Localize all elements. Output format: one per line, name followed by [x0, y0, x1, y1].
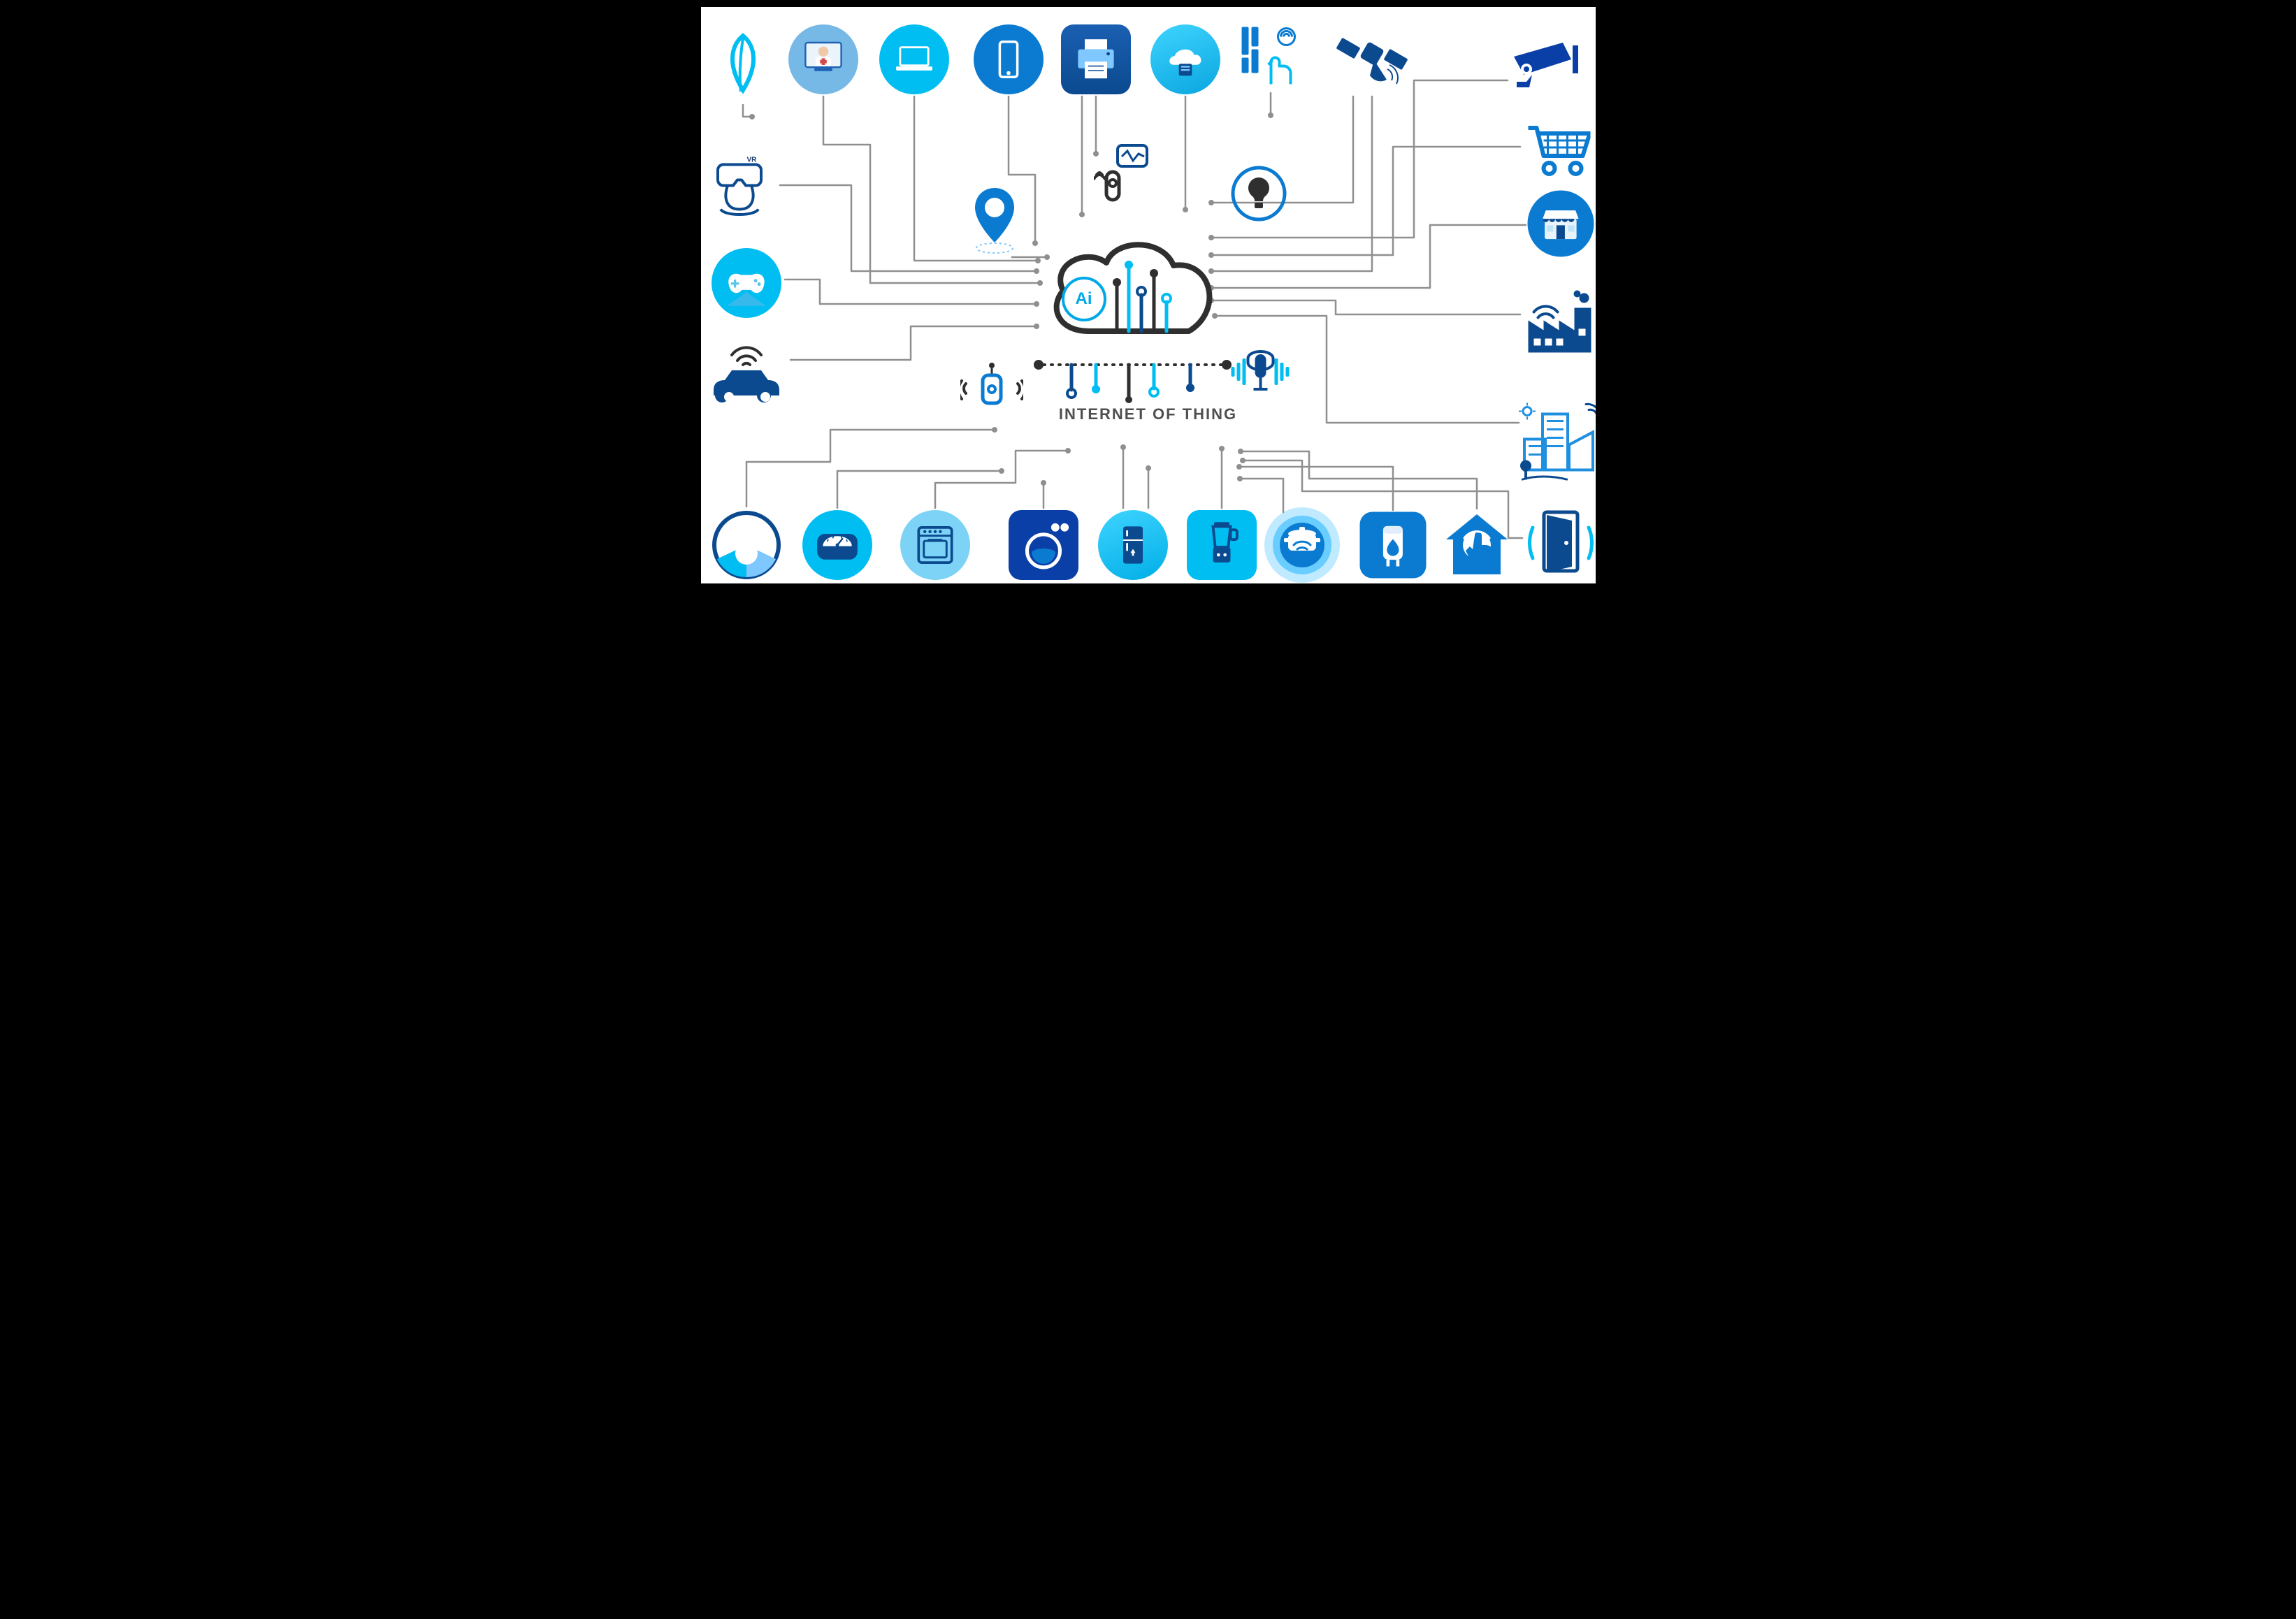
satellite-icon: [1334, 21, 1410, 91]
gamepad-icon: [712, 248, 781, 318]
vr-label: VR: [747, 157, 757, 164]
blender-icon: [1187, 510, 1257, 580]
fingerprint-touch-icon: [1237, 23, 1304, 89]
oven-icon: [900, 510, 970, 580]
washing-machine-icon: [1009, 510, 1078, 580]
fridge-icon: [1098, 510, 1168, 580]
cctv-camera-icon: [1508, 38, 1585, 94]
home-touch-icon: [1442, 510, 1512, 580]
voice-assistant-icon: [1227, 347, 1293, 396]
humidity-sensor-icon: [712, 510, 781, 580]
smartphone-icon: [974, 24, 1044, 94]
laptop-icon: [879, 24, 949, 94]
diagram-title: INTERNET OF THING: [1059, 405, 1237, 423]
smart-scale-icon: [802, 510, 872, 580]
lightbulb-icon: [1230, 165, 1287, 222]
hub-bus-icon: [701, 7, 1596, 583]
page-frame: Ai: [694, 0, 1603, 643]
location-pin-icon: [967, 185, 1023, 255]
printer-icon: [1061, 24, 1131, 94]
connected-car-icon: [708, 342, 785, 405]
smart-door-icon: [1526, 507, 1596, 576]
telehealth-icon: [788, 24, 858, 94]
water-heater-icon: [1359, 512, 1426, 579]
vr-headset-icon: VR: [708, 152, 771, 219]
diagram-canvas: Ai: [701, 7, 1596, 583]
shopping-cart-icon: [1524, 122, 1590, 178]
cloud-server-icon: [1150, 24, 1220, 94]
storefront-icon: [1527, 191, 1594, 257]
smart-city-icon: [1519, 400, 1596, 481]
smartwatch-signal-icon: [960, 360, 1023, 409]
smart-cooker-icon: [1264, 507, 1341, 583]
factory-icon: [1524, 289, 1596, 355]
wearable-sensor-icon: [1094, 141, 1157, 204]
leaf-icon: [719, 31, 767, 94]
